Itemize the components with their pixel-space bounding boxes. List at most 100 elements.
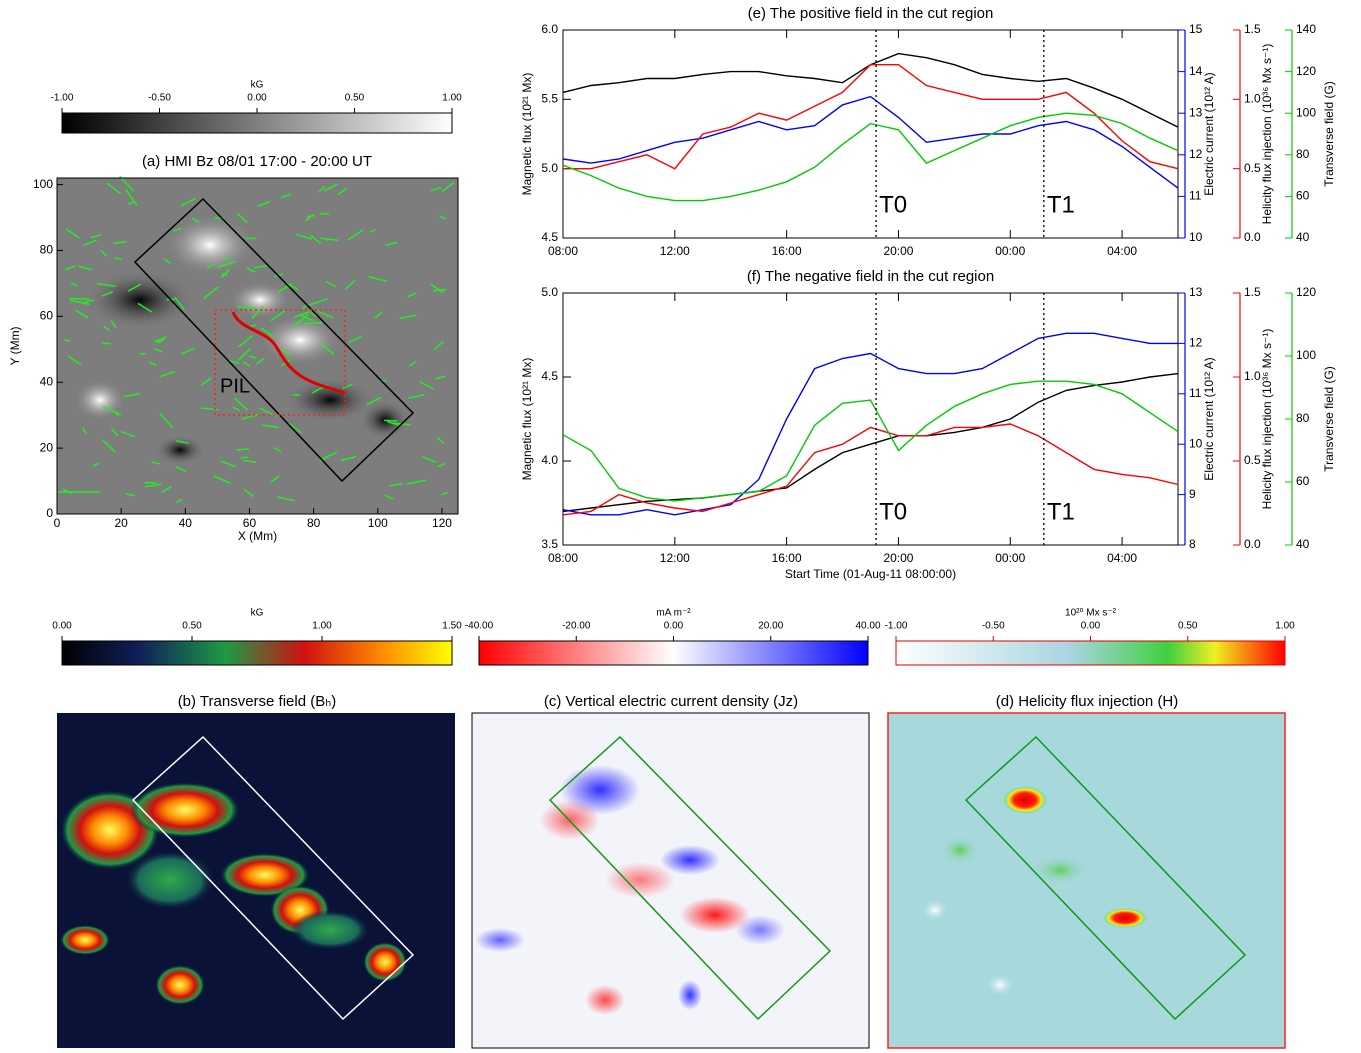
vector-arrow [92, 462, 100, 467]
vector-arrow [200, 377, 212, 387]
vector-arrow [154, 336, 167, 343]
y-tick-label: 5.0 [541, 285, 558, 299]
y-tick-label: 20 [40, 440, 54, 454]
x-tick-label: 0 [54, 516, 61, 530]
map-title: (b) Transverse field (Bₕ) [178, 693, 337, 710]
vector-arrow [342, 383, 353, 389]
vector-arrow [246, 267, 256, 273]
vector-arrow [123, 393, 141, 398]
vector-arrow [293, 310, 311, 319]
chart-title: (f) The negative field in the cut region [747, 268, 994, 285]
y-tick-label: 11 [1189, 189, 1202, 203]
vector-arrow [70, 299, 90, 306]
y-tick-label: 4.5 [541, 230, 558, 244]
y-tick-label: 60 [1296, 474, 1310, 488]
vector-arrow [102, 406, 122, 416]
plot-frame [562, 29, 1179, 239]
x-tick-label: 40 [179, 516, 193, 530]
colorbar-tick-label: -1.00 [885, 621, 908, 632]
x-tick-label: 12:00 [660, 551, 690, 565]
y-tick-label: 1.0 [1244, 92, 1261, 106]
y-tick-label: 8 [1189, 537, 1196, 551]
vector-arrow [153, 347, 163, 353]
colorbar-tick-label: 1.00 [312, 621, 332, 632]
colorbar [478, 640, 869, 666]
vector-arrow [81, 427, 88, 435]
vector-arrow [102, 439, 116, 453]
y-axis-label: Electric current (10¹² A) [1202, 357, 1216, 480]
x-tick-label: 20 [114, 516, 128, 530]
vector-arrow [175, 466, 187, 473]
colorbar-tick-label: -1.00 [51, 93, 74, 104]
vector-arrow [229, 359, 240, 365]
vector-arrow [241, 413, 261, 420]
vector-arrow [318, 185, 326, 193]
vector-arrow [270, 309, 287, 322]
vector-arrow [317, 310, 334, 319]
vector-arrow [408, 393, 425, 400]
vector-arrow [383, 419, 398, 422]
vector-arrow [181, 347, 195, 355]
series-line [563, 64, 1179, 170]
vector-arrow [321, 344, 335, 355]
vector-arrow [78, 265, 92, 271]
vector-arrow [83, 239, 98, 247]
map-title: (c) Vertical electric current density (J… [544, 693, 798, 710]
y-tick-label: 10 [1189, 436, 1203, 450]
vector-arrow [434, 341, 444, 351]
y-axis-label: Transverse field (G) [1322, 366, 1336, 472]
x-axis-label: Start Time (01-Aug-11 08:00:00) [785, 567, 956, 581]
vector-arrow [159, 370, 176, 378]
y-tick-label: 13 [1189, 105, 1203, 119]
vector-arrow [374, 311, 383, 319]
vector-arrow [240, 456, 249, 459]
vector-arrow [119, 176, 135, 192]
vector-arrow [340, 456, 357, 462]
vector-arrow [70, 282, 78, 287]
vector-arrow [237, 334, 254, 348]
vector-arrow [84, 299, 95, 303]
colorbar-label: kG [251, 608, 264, 619]
vector-arrow [260, 327, 275, 338]
vector-arrow [348, 335, 363, 344]
vector-arrow [173, 227, 182, 232]
vector-arrow [125, 189, 138, 206]
vector-arrow [436, 437, 445, 445]
vector-arrow [270, 475, 280, 483]
y-axis-label: Y (Mm) [8, 326, 22, 365]
y-tick-label: 0 [46, 506, 53, 520]
y-tick-label: 80 [40, 243, 54, 257]
y-tick-label: 120 [1296, 64, 1316, 78]
y-tick-label: 4.0 [541, 453, 558, 467]
vector-arrow [232, 406, 240, 411]
vector-arrow [176, 498, 183, 504]
vector-arrow [344, 279, 356, 290]
vector-arrow [110, 427, 119, 437]
colorbar-tick-label: 0.50 [345, 93, 365, 104]
y-tick-label: 1.5 [1244, 22, 1261, 36]
x-tick-label: 80 [307, 516, 321, 530]
y-tick-label: 100 [1296, 105, 1316, 119]
vector-arrow [430, 283, 444, 294]
y-tick-label: 10 [1189, 230, 1203, 244]
chart-title: (e) The positive field in the cut region [748, 5, 994, 22]
vector-arrow [114, 257, 122, 261]
vector-arrow [368, 275, 388, 283]
vector-arrow [121, 430, 135, 438]
vector-arrow [97, 282, 116, 288]
plot-frame [562, 292, 1179, 546]
event-label: T1 [1047, 191, 1075, 218]
vector-arrow [137, 302, 153, 313]
y-axis-label: Electric current (10¹² A) [1202, 72, 1216, 195]
x-tick-label: 04:00 [1107, 551, 1137, 565]
vector-arrow [304, 213, 315, 222]
vector-arrow [407, 292, 417, 298]
colorbar [61, 640, 453, 666]
vector-arrow [236, 212, 248, 224]
vector-arrow [248, 355, 257, 359]
vector-arrow [310, 312, 318, 318]
y-tick-label: 15 [1189, 22, 1203, 36]
series-line [562, 423, 1179, 516]
vector-arrow [435, 375, 446, 380]
